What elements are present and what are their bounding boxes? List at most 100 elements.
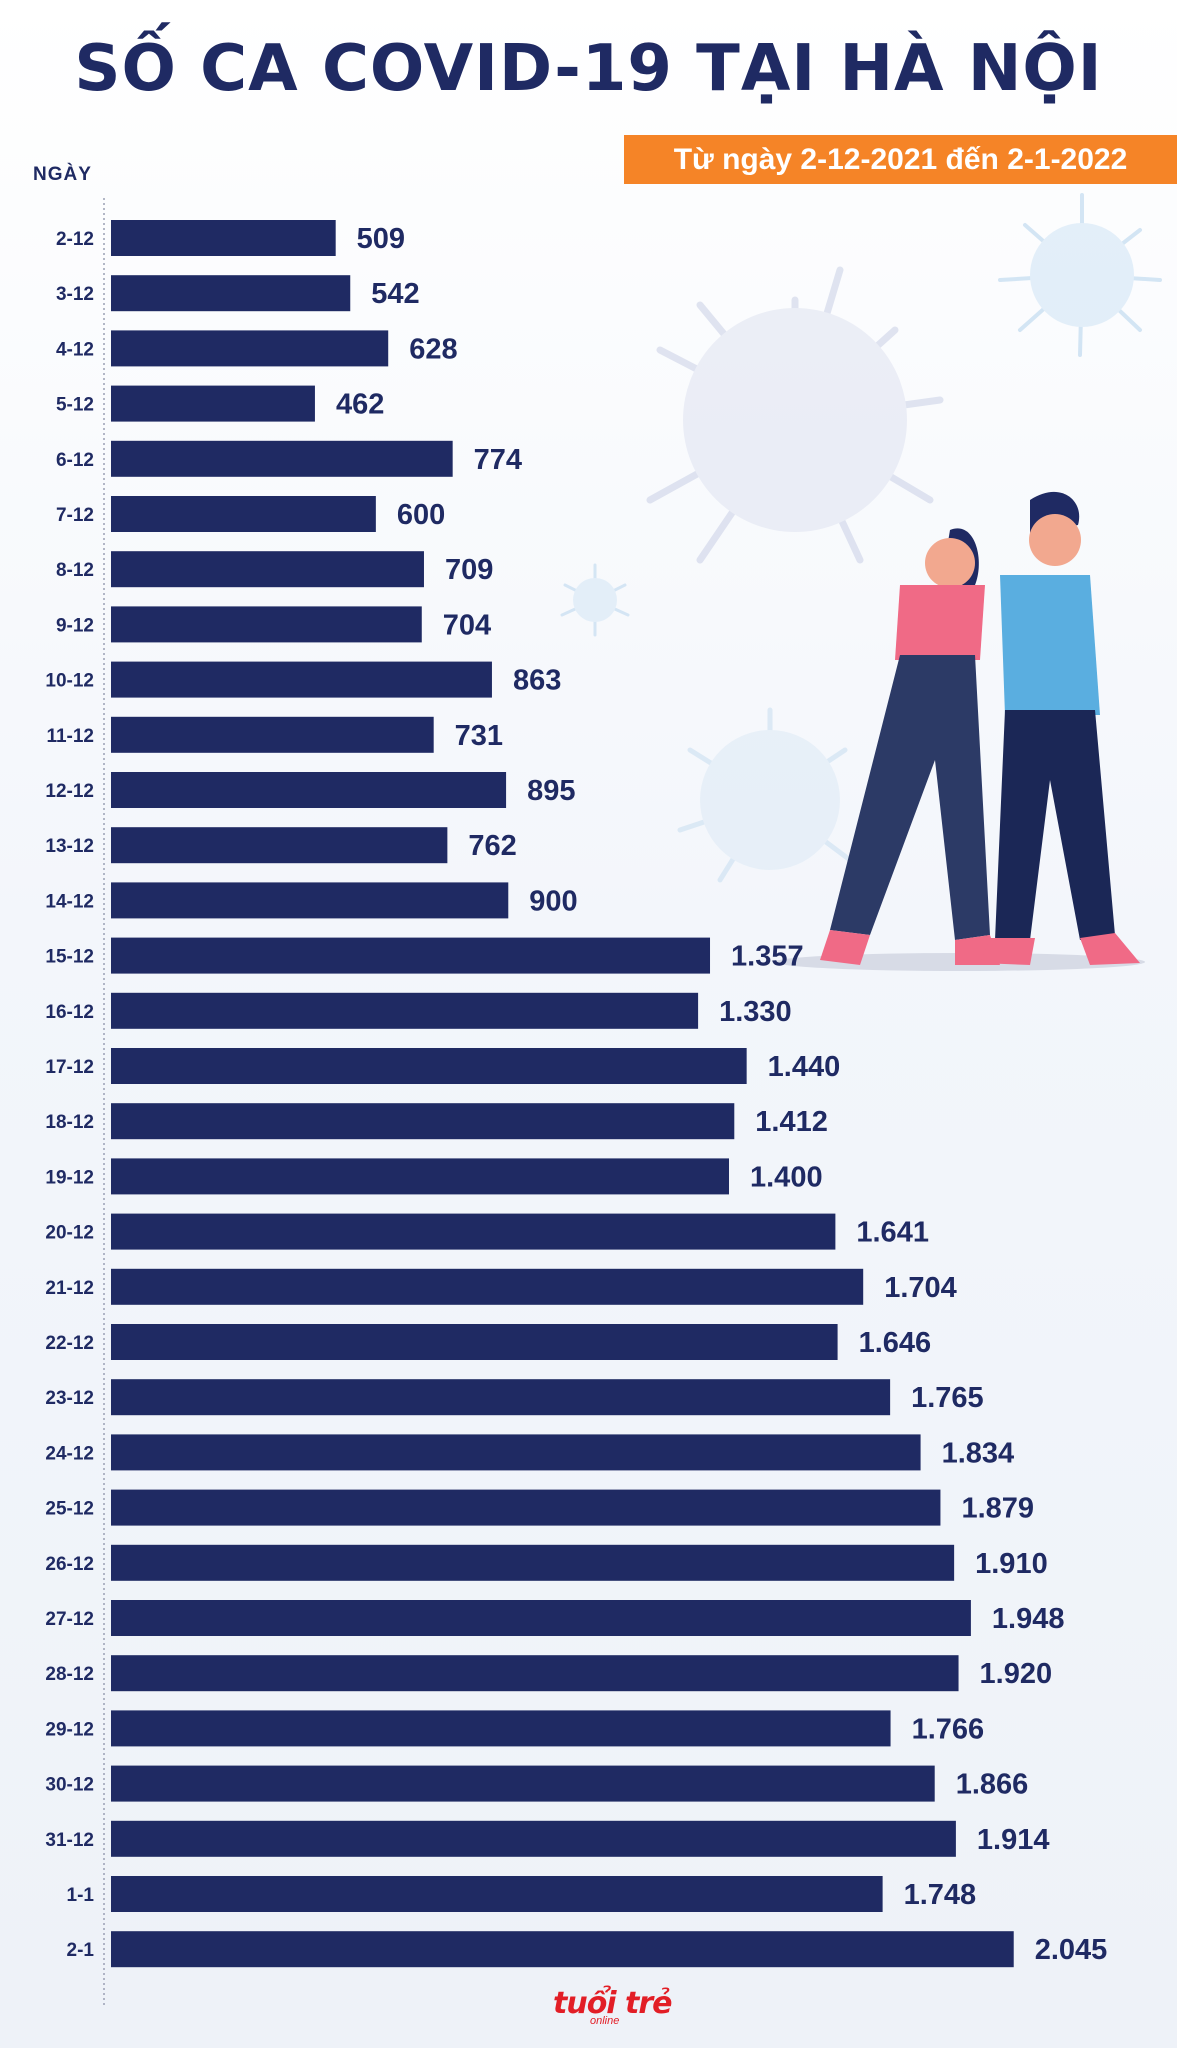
value-label: 1.646 (859, 1327, 932, 1359)
category-tick-label: 2-12 (56, 229, 94, 250)
bar-26-12[interactable] (111, 1544, 955, 1581)
bar-31-12[interactable] (111, 1820, 956, 1857)
value-label: 731 (455, 720, 503, 752)
value-label: 600 (397, 499, 445, 531)
value-label: 774 (474, 444, 522, 476)
category-tick-label: 16-12 (45, 1002, 94, 1023)
category-tick-label: 4-12 (56, 339, 94, 360)
category-tick-label: 25-12 (45, 1499, 94, 1520)
category-tick-label: 27-12 (45, 1609, 94, 1630)
value-label: 1.357 (731, 941, 804, 973)
value-label: 1.914 (977, 1824, 1050, 1856)
category-tick-label: 30-12 (45, 1775, 94, 1796)
value-label: 895 (527, 775, 575, 807)
bar-25-12[interactable] (111, 1489, 941, 1526)
bar-24-12[interactable] (111, 1434, 921, 1471)
bar-5-12[interactable] (111, 385, 315, 422)
value-label: 704 (443, 609, 491, 641)
category-tick-label: 28-12 (45, 1664, 94, 1685)
value-label: 1.910 (975, 1548, 1048, 1580)
bar-13-12[interactable] (111, 827, 448, 864)
bar-20-12[interactable] (111, 1213, 836, 1250)
category-tick-label: 8-12 (56, 560, 94, 581)
category-tick-label: 1-1 (67, 1885, 95, 1906)
bar-22-12[interactable] (111, 1324, 838, 1360)
bar-17-12[interactable] (111, 1048, 747, 1084)
bar-2-12[interactable] (111, 220, 336, 256)
value-label: 1.412 (755, 1106, 828, 1138)
value-label: 762 (468, 830, 516, 862)
value-label: 1.440 (768, 1051, 841, 1083)
virus-tiny-icon (560, 563, 630, 637)
virus-mid-icon (677, 707, 853, 883)
value-label: 462 (336, 389, 384, 421)
bar-3-12[interactable] (111, 275, 351, 312)
value-label: 709 (445, 554, 493, 586)
value-label: 1.330 (719, 996, 792, 1028)
category-tick-label: 26-12 (45, 1554, 94, 1575)
bar-14-12[interactable] (111, 882, 509, 919)
value-label: 1.866 (956, 1769, 1029, 1801)
category-tick-label: 13-12 (45, 836, 94, 857)
value-label: 542 (371, 278, 419, 310)
value-label: 1.920 (980, 1658, 1053, 1690)
category-tick-label: 9-12 (56, 615, 94, 636)
category-tick-label: 7-12 (56, 505, 94, 526)
bar-11-12[interactable] (111, 716, 434, 753)
bar-30-12[interactable] (111, 1765, 935, 1802)
bar-27-12[interactable] (111, 1600, 971, 1636)
category-tick-label: 5-12 (56, 395, 94, 416)
category-tick-label: 31-12 (45, 1830, 94, 1851)
bar-16-12[interactable] (111, 992, 699, 1029)
category-tick-label: 2-1 (67, 1940, 95, 1961)
bar-21-12[interactable] (111, 1268, 864, 1305)
value-label: 1.748 (904, 1879, 977, 1911)
category-tick-label: 22-12 (45, 1333, 94, 1354)
tuoi-tre-logo[interactable]: tuổi trẻ (553, 1986, 673, 2021)
bar-2-1[interactable] (111, 1931, 1014, 1968)
bar-10-12[interactable] (111, 661, 492, 698)
category-tick-label: 3-12 (56, 284, 94, 305)
value-label: 1.704 (884, 1272, 957, 1304)
bar-12-12[interactable] (111, 772, 507, 808)
category-tick-label: 21-12 (45, 1278, 94, 1299)
value-label: 863 (513, 665, 561, 697)
bar-29-12[interactable] (111, 1710, 891, 1747)
value-label: 1.765 (911, 1382, 984, 1414)
category-tick-label: 20-12 (45, 1223, 94, 1244)
value-label: 1.879 (961, 1493, 1034, 1525)
chart-title: SỐ CA COVID-19 TẠI HÀ NỘI (74, 32, 1103, 106)
category-tick-label: 29-12 (45, 1719, 94, 1740)
bar-15-12[interactable] (111, 937, 711, 974)
chart-subtitle: Từ ngày 2-12-2021 đến 2-1-2022 (624, 135, 1177, 184)
bar-4-12[interactable] (111, 330, 389, 367)
bar-1-1[interactable] (111, 1876, 883, 1912)
category-tick-label: 23-12 (45, 1388, 94, 1409)
category-tick-label: 6-12 (56, 450, 94, 471)
bar-9-12[interactable] (111, 606, 422, 643)
bar-8-12[interactable] (111, 551, 424, 588)
bar-18-12[interactable] (111, 1103, 735, 1140)
tuoi-tre-logo-sub: online (590, 2015, 620, 2027)
category-tick-label: 14-12 (45, 891, 94, 912)
category-tick-label: 24-12 (45, 1443, 94, 1464)
category-tick-label: 12-12 (45, 781, 94, 802)
value-label: 1.948 (992, 1603, 1065, 1635)
value-label: 2.045 (1035, 1934, 1108, 1966)
value-label: 1.834 (942, 1437, 1015, 1469)
bar-7-12[interactable] (111, 496, 376, 532)
category-tick-label: 18-12 (45, 1112, 94, 1133)
bar-23-12[interactable] (111, 1379, 891, 1416)
bar-28-12[interactable] (111, 1655, 959, 1692)
value-label: 509 (357, 223, 405, 255)
bar-6-12[interactable] (111, 440, 453, 477)
category-tick-label: 19-12 (45, 1167, 94, 1188)
category-tick-label: 15-12 (45, 947, 94, 968)
bar-19-12[interactable] (111, 1158, 729, 1195)
virus-large-icon (646, 266, 944, 564)
y-axis-title: NGÀY (33, 164, 92, 185)
category-tick-label: 10-12 (45, 671, 94, 692)
value-label: 1.400 (750, 1161, 823, 1193)
